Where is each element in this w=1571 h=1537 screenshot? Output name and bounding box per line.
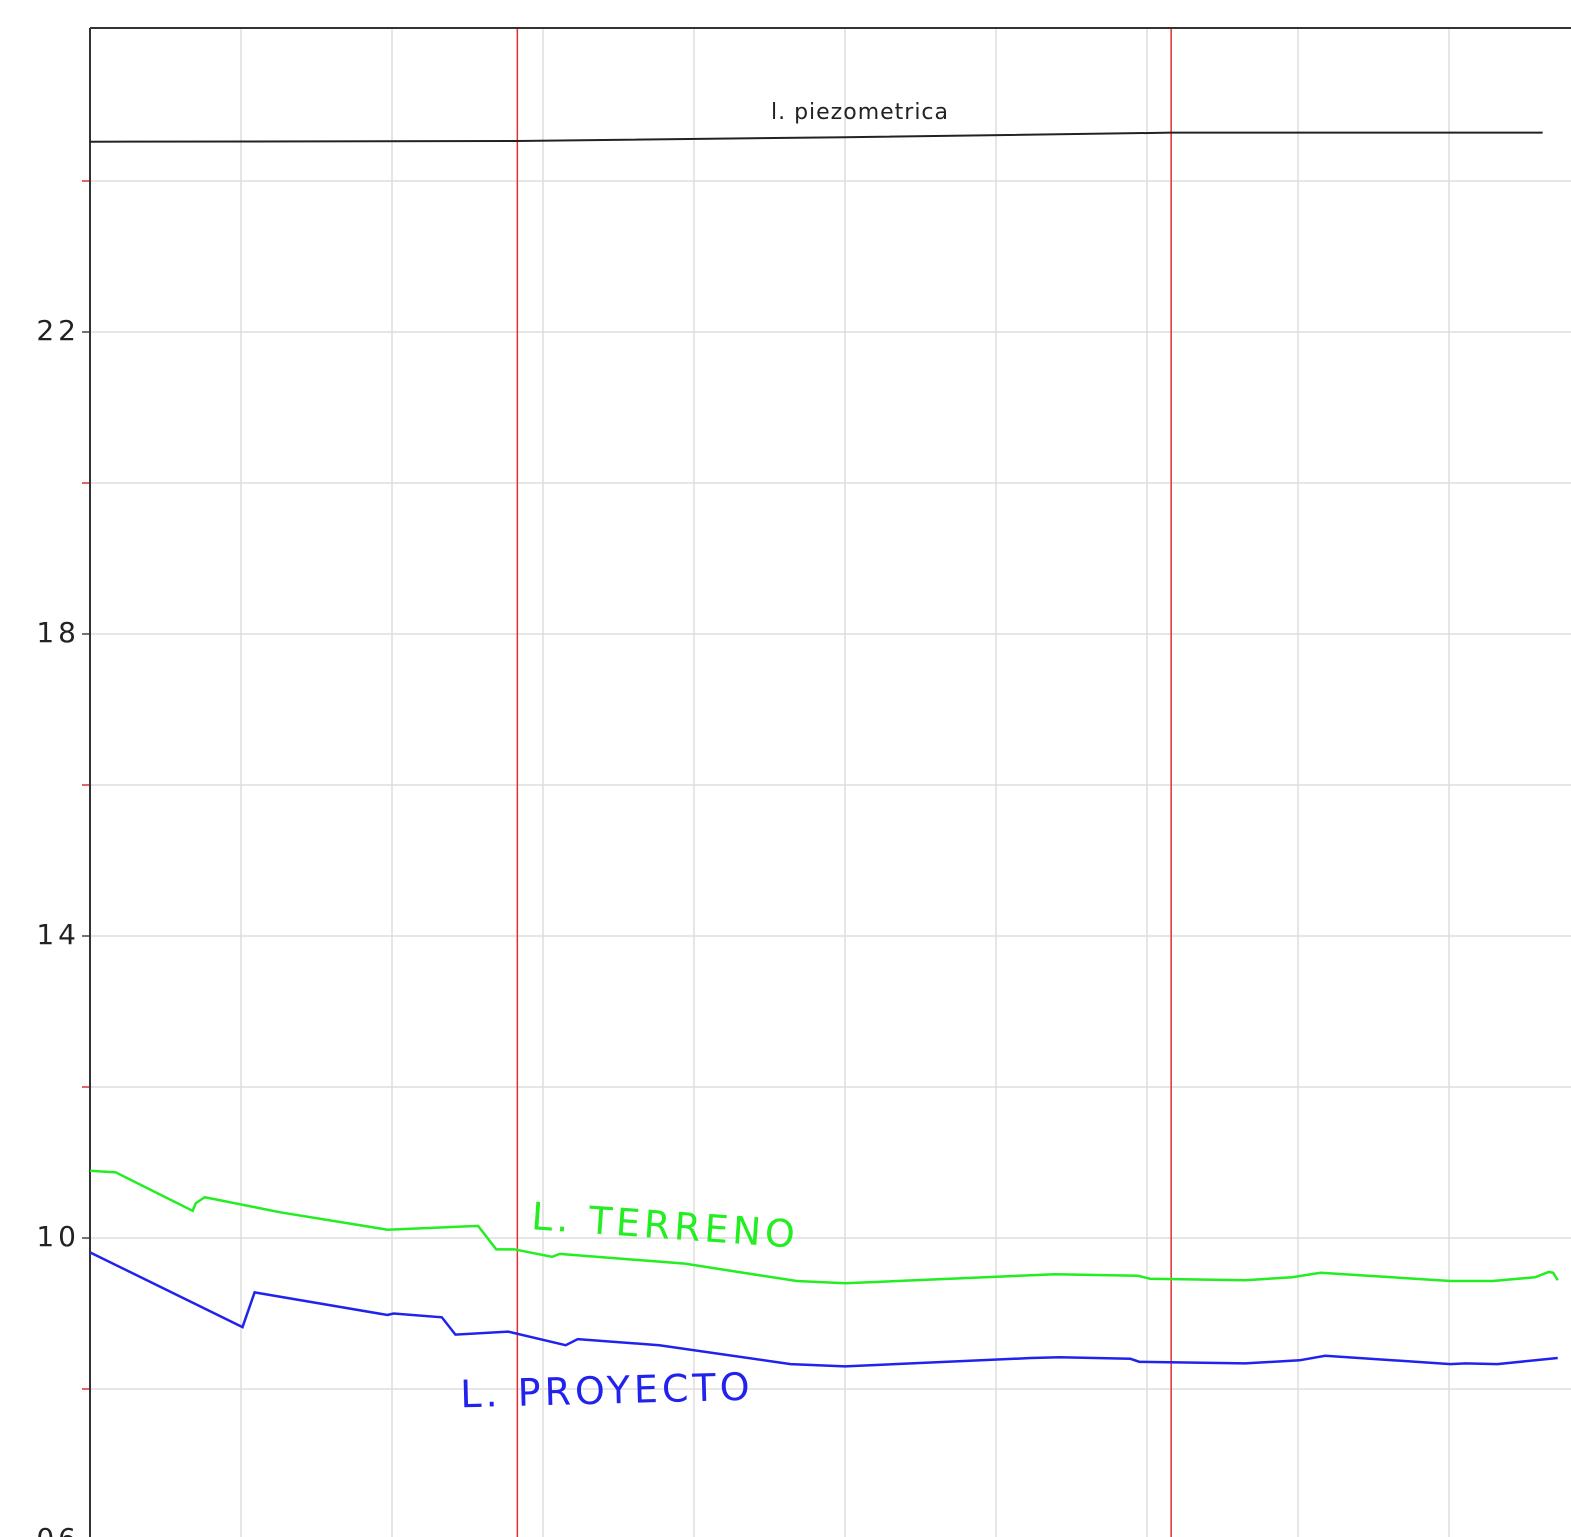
y-tick-label: 06 <box>36 1522 80 1537</box>
series-line <box>89 1251 1558 1368</box>
y-tick-label: 22 <box>36 314 80 347</box>
y-tick-label: 10 <box>36 1220 80 1253</box>
y-tick-label: 18 <box>36 616 80 649</box>
series-line <box>89 131 1543 143</box>
series-line <box>89 1169 1559 1285</box>
series-label: L. TERRENO <box>530 1194 800 1257</box>
series-label: l. piezometrica <box>771 100 949 125</box>
series-label: L. PROYECTO <box>460 1365 754 1417</box>
y-tick-label: 14 <box>36 918 80 951</box>
